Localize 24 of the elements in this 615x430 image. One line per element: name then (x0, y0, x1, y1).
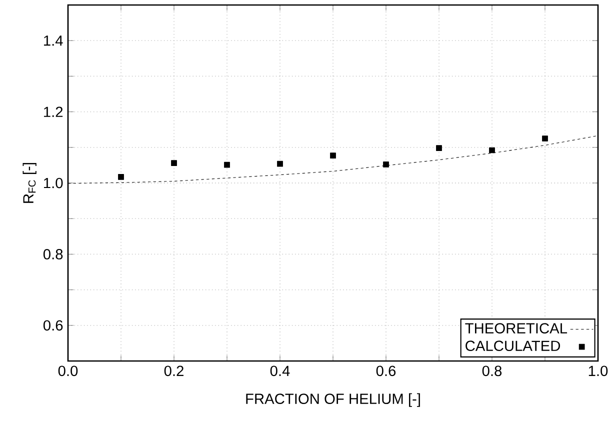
y-axis-title: R$_{FC}$ [-] (22, 163, 36, 203)
y-tick-label: 1.4 (44, 36, 63, 46)
y-tick-label: 0.8 (43, 249, 63, 260)
point (224, 162, 230, 168)
x-tick-label: 0.0 (58, 366, 78, 376)
y-tick-label: 1.2 (44, 106, 63, 117)
point (277, 160, 283, 167)
legend-label: THEORETICAL (465, 323, 568, 334)
x-tick-label: 0.8 (482, 366, 502, 376)
y-tick-label: 1.0 (44, 178, 63, 188)
x-axis-title: FRACTION OF HELIUM [-] (246, 393, 420, 407)
point (542, 136, 548, 142)
point (330, 152, 336, 159)
point (489, 147, 495, 154)
x-tick-label: 1.0 (588, 366, 608, 376)
point (436, 145, 442, 152)
x-tick-label: 0.6 (376, 366, 396, 376)
x-tick-label: 0.2 (164, 366, 184, 376)
point (171, 160, 177, 166)
point (118, 174, 124, 180)
x-tick-label: 0.4 (270, 366, 290, 376)
point (383, 162, 389, 168)
legend-label: CALCULATED (466, 340, 560, 352)
y-tick-label: 0.6 (43, 320, 63, 331)
